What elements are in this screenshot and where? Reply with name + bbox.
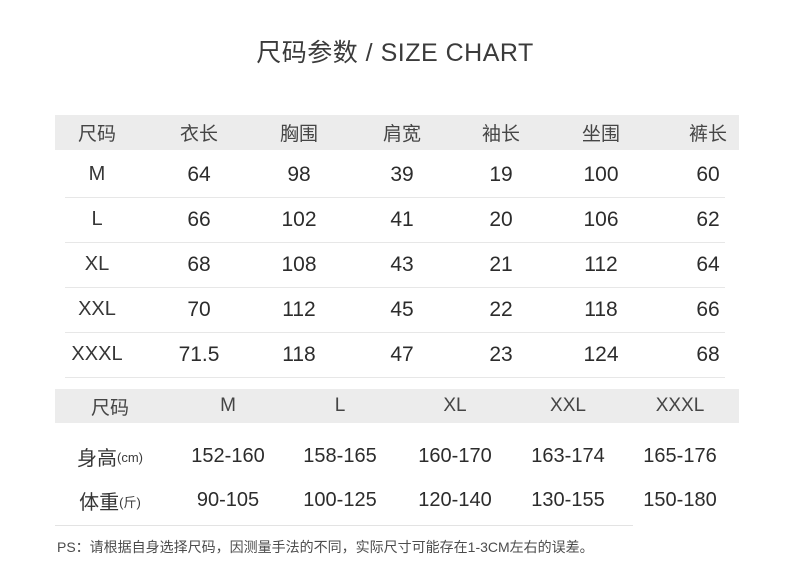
- size-table-row: M 64 98 39 19 100 60: [65, 152, 725, 198]
- measurement-value: 21: [489, 252, 513, 276]
- measurement-value: 106: [583, 207, 619, 231]
- page-title: 尺码参数 / SIZE CHART: [256, 39, 534, 67]
- measurement-value: 118: [584, 297, 618, 321]
- size-table-header-cell: 裤长: [688, 124, 727, 145]
- fit-range-value: 160-170: [418, 444, 492, 467]
- measurement-value: 64: [187, 162, 211, 186]
- fit-range-value: 152-160: [191, 444, 265, 467]
- fit-table-header-cell: L: [334, 395, 346, 416]
- measurement-value: 43: [390, 252, 414, 276]
- measurement-value: 45: [390, 297, 414, 321]
- size-table-header-cell: 坐围: [581, 124, 620, 145]
- measurement-value: 68: [187, 252, 211, 276]
- measurement-value: 39: [390, 162, 414, 186]
- measurement-value: 41: [390, 207, 414, 231]
- fit-table-bottom-divider: [55, 525, 633, 526]
- size-table-row: XL 68 108 43 21 112 64: [65, 242, 725, 288]
- fit-table-row: 身高 (cm) 152-160 158-165 160-170 163-174 165-17…: [55, 434, 739, 478]
- measurement-value: 102: [281, 207, 317, 231]
- measurement-value: 112: [282, 297, 316, 321]
- ps-note: PS：请根据自身选择尺码，因测量手法的不同，实际尺寸可能存在1-3CM左右的误差…: [57, 539, 594, 555]
- fit-row-label-text: 体重: [79, 491, 120, 514]
- size-table-header-cell: 衣长: [179, 124, 218, 145]
- measurement-value: 66: [187, 207, 211, 231]
- fit-row-unit: (cm): [117, 449, 143, 465]
- measurement-value: 71.5: [178, 342, 220, 366]
- measurement-value: 20: [489, 207, 513, 231]
- fit-range-value: 90-105: [196, 488, 260, 511]
- fit-row-label: 身高 (cm): [50, 434, 170, 478]
- measurement-value: 70: [187, 297, 211, 321]
- measurement-value: 112: [584, 252, 618, 276]
- measurement-value: 108: [281, 252, 317, 276]
- fit-table-header-cell: XXL: [550, 395, 586, 416]
- size-table-header: 尺码 衣长 胸围 肩宽 袖长 坐围 裤长: [55, 115, 739, 150]
- fit-range-value: 120-140: [418, 488, 492, 511]
- fit-row-label-text: 身高: [77, 447, 117, 470]
- fit-row-unit: (斤): [119, 494, 141, 510]
- fit-row-label: 体重 (斤): [50, 478, 170, 522]
- fit-range-value: 100-125: [303, 488, 377, 511]
- fit-table-row: 体重 (斤) 90-105 100-125 120-140 130-155 150-180: [55, 478, 739, 522]
- measurement-value: 64: [696, 252, 720, 276]
- size-table-header-cell: 肩宽: [382, 124, 421, 145]
- size-label: L: [91, 208, 103, 230]
- fit-table-header: 尺码 M L XL XXL XXXL: [55, 389, 739, 423]
- size-label: XXL: [78, 298, 116, 320]
- measurement-value: 118: [282, 342, 316, 366]
- measurement-value: 22: [489, 297, 513, 321]
- measurement-value: 98: [287, 162, 311, 186]
- fit-table-header-cell: 尺码: [90, 397, 129, 419]
- size-table-row: XXXL 71.5 118 47 23 124 68: [65, 332, 725, 378]
- measurement-value: 19: [489, 162, 513, 186]
- fit-table-header-cell: XXXL: [655, 395, 705, 416]
- fit-range-value: 165-176: [643, 444, 717, 467]
- size-table-row: XXL 70 112 45 22 118 66: [65, 287, 725, 333]
- measurement-value: 23: [489, 342, 513, 366]
- measurement-value: 124: [583, 342, 619, 366]
- measurement-value: 47: [390, 342, 414, 366]
- size-label: M: [88, 163, 106, 185]
- size-table-header-cell: 胸围: [279, 124, 318, 145]
- fit-range-value: 130-155: [531, 488, 605, 511]
- size-table-header-cell: 袖长: [481, 124, 520, 145]
- measurement-value: 68: [696, 342, 720, 366]
- measurement-value: 66: [696, 297, 720, 321]
- fit-range-value: 150-180: [643, 488, 717, 511]
- measurement-value: 100: [583, 162, 619, 186]
- fit-table-header-cell: M: [220, 395, 236, 416]
- size-label: XL: [84, 253, 110, 275]
- size-table-row: L 66 102 41 20 106 62: [65, 197, 725, 243]
- size-label: XXXL: [71, 343, 123, 365]
- measurement-value: 62: [696, 207, 720, 231]
- size-table-header-cell: 尺码: [77, 124, 116, 145]
- measurement-value: 60: [696, 162, 720, 186]
- fit-range-value: 163-174: [531, 444, 605, 467]
- fit-range-value: 158-165: [303, 444, 377, 467]
- fit-table-header-cell: XL: [443, 395, 467, 416]
